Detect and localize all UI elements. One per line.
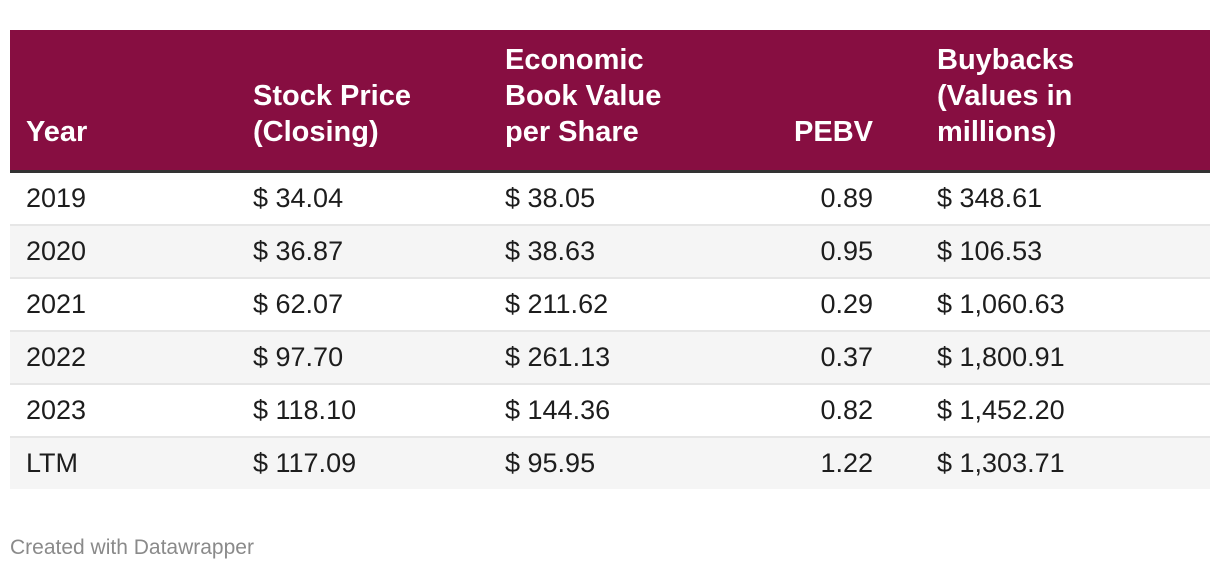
table-row: 2023 $ 118.10 $ 144.36 0.82 $ 1,452.20 <box>10 384 1210 438</box>
column-header-line: (Closing) <box>253 116 379 148</box>
cell-buybacks: $ 106.53 <box>937 225 1210 279</box>
cell-economic-book-value: $ 38.63 <box>505 225 755 279</box>
table-body: 2019 $ 34.04 $ 38.05 0.89 $ 348.61 2020 $ 36.8… <box>10 171 1210 489</box>
table-row: 2022 $ 97.70 $ 261.13 0.37 $ 1,800.91 <box>10 331 1210 385</box>
column-header-line: per Share <box>505 116 639 148</box>
column-header-line: Buybacks <box>937 44 1075 76</box>
column-header-line: Year <box>26 116 88 148</box>
cell-year: 2019 <box>10 171 253 226</box>
cell-pebv: 0.29 <box>755 278 937 332</box>
column-header-line: Stock Price <box>253 80 411 112</box>
cell-economic-book-value: $ 211.62 <box>505 278 755 332</box>
footer-credit: Created with Datawrapper <box>10 536 254 559</box>
cell-economic-book-value: $ 38.05 <box>505 171 755 226</box>
cell-year: LTM <box>26 448 78 478</box>
column-header-year: Year <box>10 30 253 173</box>
header-row: Year Stock Price (Closing) Economic Book Val… <box>10 30 1210 173</box>
column-header-buybacks: Buybacks (Values in millions) <box>937 30 1210 173</box>
cell-economic-book-value: $ 144.36 <box>505 384 755 438</box>
column-header-line: Book Value <box>505 80 662 112</box>
table-row: 2021 $ 62.07 $ 211.62 0.29 $ 1,060.63 <box>10 278 1210 332</box>
column-header-line: Economic <box>505 44 644 76</box>
cell-stock-price: $ 62.07 <box>253 278 505 332</box>
cell-year: 2021 <box>10 278 253 332</box>
cell-pebv: 0.82 <box>755 384 937 438</box>
data-table: Year Stock Price (Closing) Economic Book Val… <box>10 30 1210 489</box>
column-header-line: PEBV <box>794 116 873 148</box>
cell-stock-price: $ 117.09 <box>253 448 357 478</box>
cell-buybacks: $ 1,800.91 <box>937 331 1210 385</box>
cell-year: 2022 <box>10 331 253 385</box>
cell-economic-book-value: $ 95.95 <box>505 448 596 478</box>
cell-buybacks: $ 348.61 <box>937 171 1210 226</box>
column-header-pebv: PEBV <box>755 30 937 173</box>
cell-stock-price: $ 36.87 <box>253 225 505 279</box>
cell-economic-book-value: $ 261.13 <box>505 331 755 385</box>
cell-year: 2020 <box>10 225 253 279</box>
cell-pebv: 1.22 <box>820 448 873 478</box>
cell-buybacks: $ 1,303.71 <box>937 448 1065 478</box>
column-header-line: (Values in <box>937 80 1073 112</box>
cell-stock-price: $ 34.04 <box>253 171 505 226</box>
cell-pebv: 0.89 <box>755 171 937 226</box>
cell-pebv: 0.37 <box>755 331 937 385</box>
column-header-line: millions) <box>937 116 1057 148</box>
table-row: 2020 $ 36.87 $ 38.63 0.95 $ 106.53 <box>10 225 1210 279</box>
cell-year: 2023 <box>10 384 253 438</box>
column-header-stock-price: Stock Price (Closing) <box>253 30 505 173</box>
table-row: LTM $ 117.09 $ 95.95 1.22 $ 1,303.71 <box>10 437 1210 489</box>
data-table-container: Year Stock Price (Closing) Economic Book Val… <box>10 30 1210 489</box>
cell-pebv: 0.95 <box>755 225 937 279</box>
cell-stock-price: $ 97.70 <box>253 331 505 385</box>
cell-stock-price: $ 118.10 <box>253 384 505 438</box>
cell-buybacks: $ 1,452.20 <box>937 384 1210 438</box>
table-row: 2019 $ 34.04 $ 38.05 0.89 $ 348.61 <box>10 171 1210 226</box>
cell-buybacks: $ 1,060.63 <box>937 278 1210 332</box>
column-header-economic-book-value: Economic Book Value per Share <box>505 30 755 173</box>
